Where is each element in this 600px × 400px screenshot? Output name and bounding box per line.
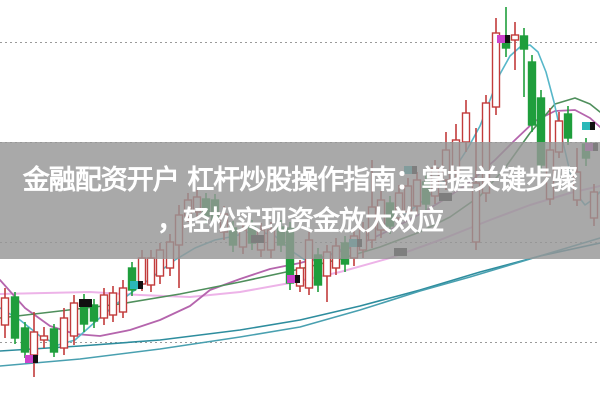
candle-up: [510, 22, 520, 70]
candle-up: [108, 286, 118, 322]
candle-up: [0, 288, 10, 338]
signal-marker-magenta: [287, 275, 300, 283]
candle-down: [527, 55, 537, 132]
signal-marker-cyan: [130, 281, 143, 289]
signal-marker-magenta: [497, 35, 510, 43]
headline-line-2: ，轻松实现资金放大效应: [157, 205, 444, 237]
candle-down: [501, 7, 511, 57]
candle-down: [49, 324, 59, 357]
headline-line-1: 金融配资开户 杠杆炒股操作指南：掌握关键步骤: [22, 164, 578, 196]
signal-marker-magenta: [25, 355, 38, 363]
candle-up: [99, 288, 109, 325]
candle-up: [491, 18, 501, 115]
headline-banner: 金融配资开户 杠杆炒股操作指南：掌握关键步骤 ，轻松实现资金放大效应: [0, 142, 600, 259]
candle-down: [89, 299, 99, 328]
candle-down: [127, 262, 137, 296]
candle-up: [39, 327, 49, 348]
candle-up: [118, 280, 128, 318]
signal-marker-black: [79, 299, 92, 307]
candle-down: [563, 106, 573, 145]
candle-up: [69, 295, 79, 345]
ma-slow-teal-a: [0, 242, 600, 352]
candle-up: [59, 308, 69, 355]
signal-marker-cyan: [582, 122, 595, 130]
candle-down: [10, 292, 20, 344]
candle-down: [519, 28, 529, 97]
candle-up: [29, 312, 39, 377]
candle-down: [20, 322, 30, 358]
